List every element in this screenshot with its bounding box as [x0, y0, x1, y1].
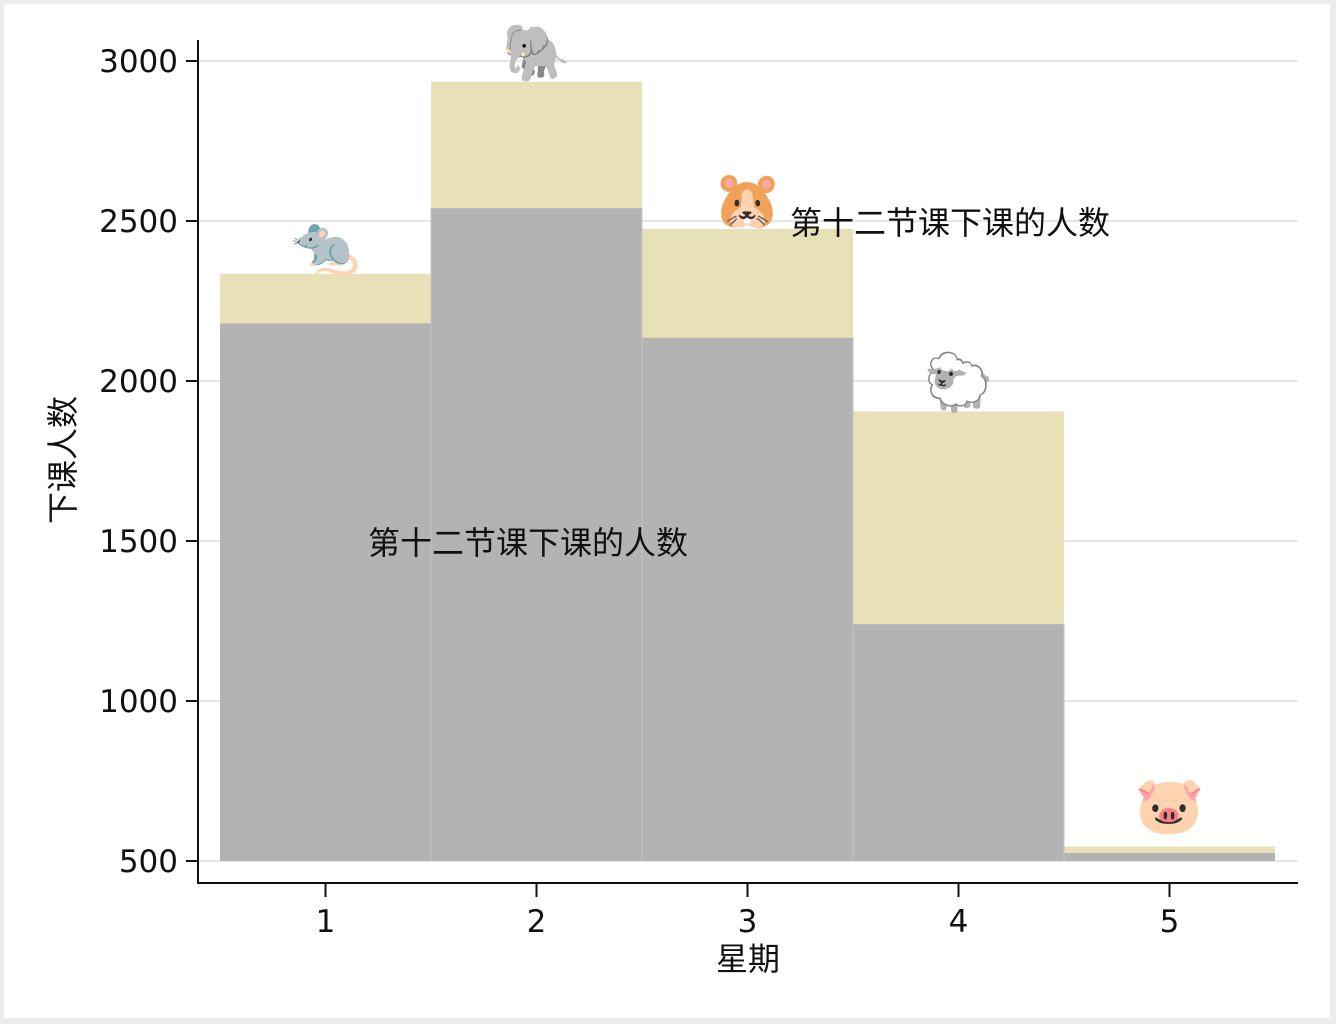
- bar-base-3: [642, 337, 853, 861]
- annotation-label-top: 第十二节课下课的人数: [790, 204, 1110, 242]
- hamster-icon: 🐹: [713, 168, 783, 233]
- elephant-icon: 🐘: [502, 21, 572, 86]
- annotation-label-middle: 第十二节课下课的人数: [368, 524, 688, 562]
- pig-icon: 🐷: [1135, 774, 1205, 839]
- x-axis-title: 星期: [716, 940, 780, 978]
- y-tick-label-1500: 1500: [99, 524, 178, 560]
- bar-base-5: [1064, 853, 1275, 861]
- y-tick-label-500: 500: [119, 844, 178, 880]
- x-tick-label-3: 3: [738, 904, 758, 940]
- y-axis-title: 下课人数: [44, 396, 82, 524]
- rat-icon: 🐀: [291, 213, 361, 278]
- x-tick-label-2: 2: [527, 904, 547, 940]
- x-tick-label-4: 4: [949, 904, 969, 940]
- bar-base-4: [853, 624, 1064, 861]
- y-tick-label-2000: 2000: [99, 364, 178, 400]
- bar-base-2: [431, 208, 642, 861]
- x-tick-label-5: 5: [1160, 904, 1180, 940]
- sheep-icon: 🐑: [924, 348, 994, 415]
- y-tick-label-3000: 3000: [99, 44, 178, 80]
- x-tick-label-1: 1: [316, 904, 336, 940]
- y-tick-label-2500: 2500: [99, 204, 178, 240]
- bar-base-1: [220, 323, 431, 861]
- y-tick-label-1000: 1000: [99, 684, 178, 720]
